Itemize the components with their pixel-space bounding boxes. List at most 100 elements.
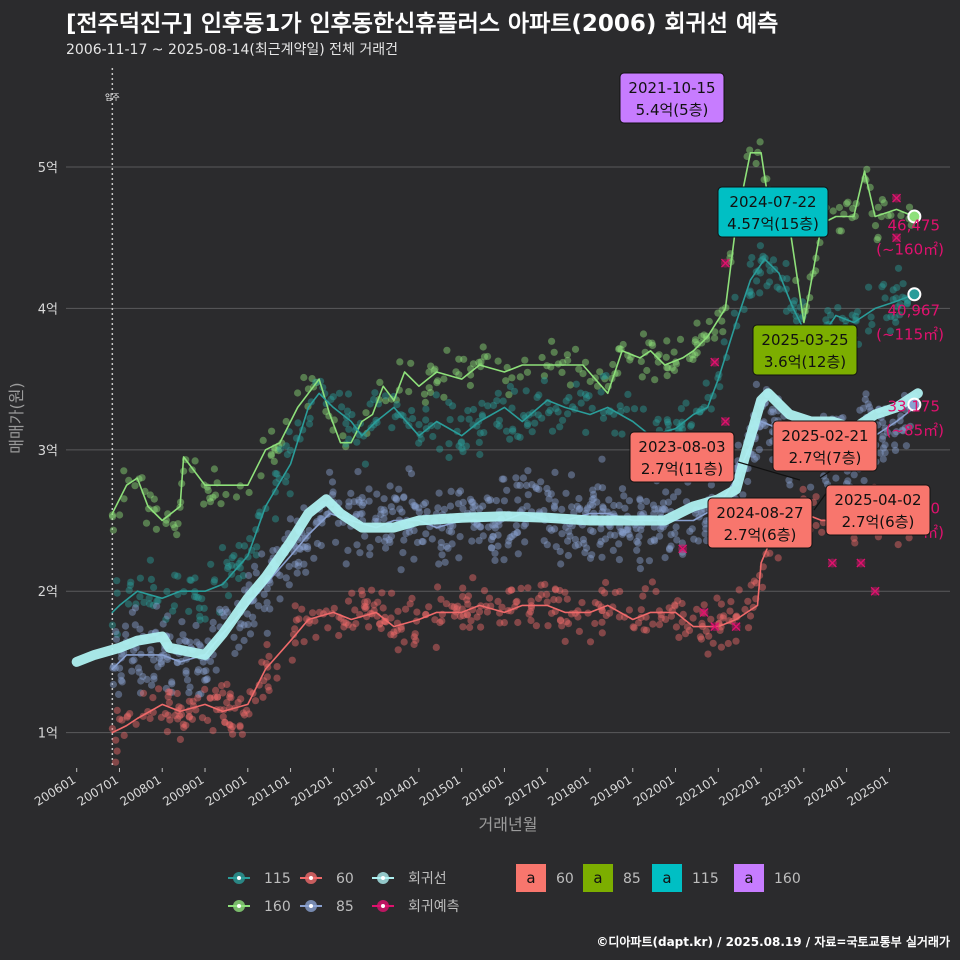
scatter-point-60	[774, 554, 782, 562]
scatter-point-160	[884, 212, 892, 220]
scatter-point-160	[711, 334, 719, 342]
scatter-point-60	[113, 747, 121, 755]
scatter-point-60	[578, 599, 586, 607]
scatter-point-85	[475, 537, 483, 545]
scatter-point-115	[256, 508, 264, 516]
scatter-point-60	[469, 574, 477, 582]
scatter-point-115	[370, 395, 378, 404]
scatter-point-85	[651, 505, 659, 513]
scatter-point-85	[400, 494, 408, 502]
scatter-point-60	[342, 619, 350, 627]
scatter-point-85	[701, 520, 709, 528]
scatter-point-85	[906, 422, 915, 430]
scatter-point-85	[329, 491, 337, 499]
scatter-point-160	[135, 475, 143, 483]
scatter-point-60	[713, 594, 721, 602]
scatter-point-60	[561, 588, 569, 596]
scatter-point-60	[453, 605, 461, 613]
scatter-point-115	[519, 411, 528, 420]
legend-key-center	[309, 904, 313, 908]
legend-tag-swatch	[734, 864, 764, 892]
scatter-point-85	[547, 490, 555, 498]
scatter-point-160	[480, 353, 489, 361]
scatter-point-115	[154, 597, 162, 605]
y-tick-label: 4억	[38, 302, 58, 317]
scatter-point-85	[605, 496, 613, 504]
scatter-point-60	[602, 578, 610, 587]
scatter-point-60	[685, 626, 694, 635]
scatter-point-160	[131, 482, 139, 490]
scatter-point-85	[423, 508, 431, 516]
scatter-point-160	[571, 345, 580, 353]
scatter-point-160	[566, 381, 575, 389]
scatter-point-85	[881, 449, 889, 457]
scatter-point-115	[372, 416, 380, 424]
x-tick-label: 201301	[331, 773, 377, 809]
scatter-point-115	[545, 409, 553, 417]
scatter-point-85	[540, 506, 548, 515]
scatter-point-160	[703, 335, 711, 343]
forecast-value-fragment: 0	[930, 499, 940, 517]
scatter-point-85	[299, 543, 307, 551]
scatter-point-85	[661, 506, 669, 514]
scatter-point-115	[878, 283, 886, 291]
scatter-point-85	[353, 541, 361, 549]
scatter-point-85	[110, 662, 118, 670]
scatter-point-60	[344, 621, 352, 629]
scatter-point-60	[376, 620, 384, 628]
scatter-point-85	[618, 530, 627, 538]
forecast-x-mark	[678, 544, 688, 554]
scatter-point-115	[510, 387, 519, 395]
scatter-point-85	[448, 528, 456, 536]
scatter-point-115	[253, 543, 261, 551]
scatter-point-85	[157, 660, 165, 668]
scatter-point-85	[632, 524, 640, 533]
scatter-point-160	[294, 389, 302, 397]
scatter-point-85	[564, 537, 572, 545]
scatter-point-60	[432, 643, 440, 652]
scatter-point-160	[905, 203, 914, 211]
scatter-point-115	[740, 305, 748, 313]
scatter-point-115	[230, 552, 238, 560]
scatter-point-115	[433, 422, 442, 430]
scatter-point-85	[601, 535, 610, 543]
scatter-point-85	[571, 542, 579, 550]
scatter-point-85	[579, 535, 588, 544]
scatter-point-115	[599, 414, 608, 422]
callout-box	[629, 431, 735, 483]
scatter-point-85	[739, 491, 747, 499]
scatter-point-85	[365, 485, 373, 493]
scatter-point-60	[498, 603, 506, 611]
scatter-point-85	[418, 537, 426, 546]
scatter-point-115	[216, 608, 224, 616]
scatter-point-60	[459, 584, 467, 592]
scatter-point-85	[382, 544, 390, 552]
scatter-point-85	[524, 467, 532, 475]
scatter-point-85	[883, 428, 892, 436]
scatter-point-160	[209, 493, 217, 501]
scatter-point-115	[822, 316, 830, 324]
scatter-point-85	[197, 690, 205, 698]
scatter-point-85	[498, 475, 506, 483]
scatter-point-60	[732, 637, 740, 645]
scatter-point-115	[602, 372, 610, 380]
scatter-point-85	[619, 529, 627, 537]
scatter-point-115	[889, 286, 897, 294]
scatter-point-115	[294, 419, 302, 427]
scatter-point-115	[457, 438, 465, 447]
scatter-point-85	[263, 585, 271, 593]
scatter-point-85	[317, 541, 325, 550]
forecast-value-label: 40,967	[888, 301, 941, 319]
scatter-point-85	[491, 556, 499, 565]
scatter-point-85	[864, 400, 872, 408]
scatter-point-60	[118, 716, 126, 724]
scatter-point-115	[198, 595, 206, 603]
scatter-point-85	[150, 656, 158, 664]
scatter-point-60	[315, 608, 324, 616]
scatter-point-115	[408, 407, 416, 415]
scatter-point-60	[219, 713, 227, 721]
scatter-point-115	[746, 260, 754, 268]
scatter-point-60	[177, 710, 186, 719]
scatter-point-85	[266, 605, 274, 613]
scatter-point-85	[195, 690, 203, 699]
